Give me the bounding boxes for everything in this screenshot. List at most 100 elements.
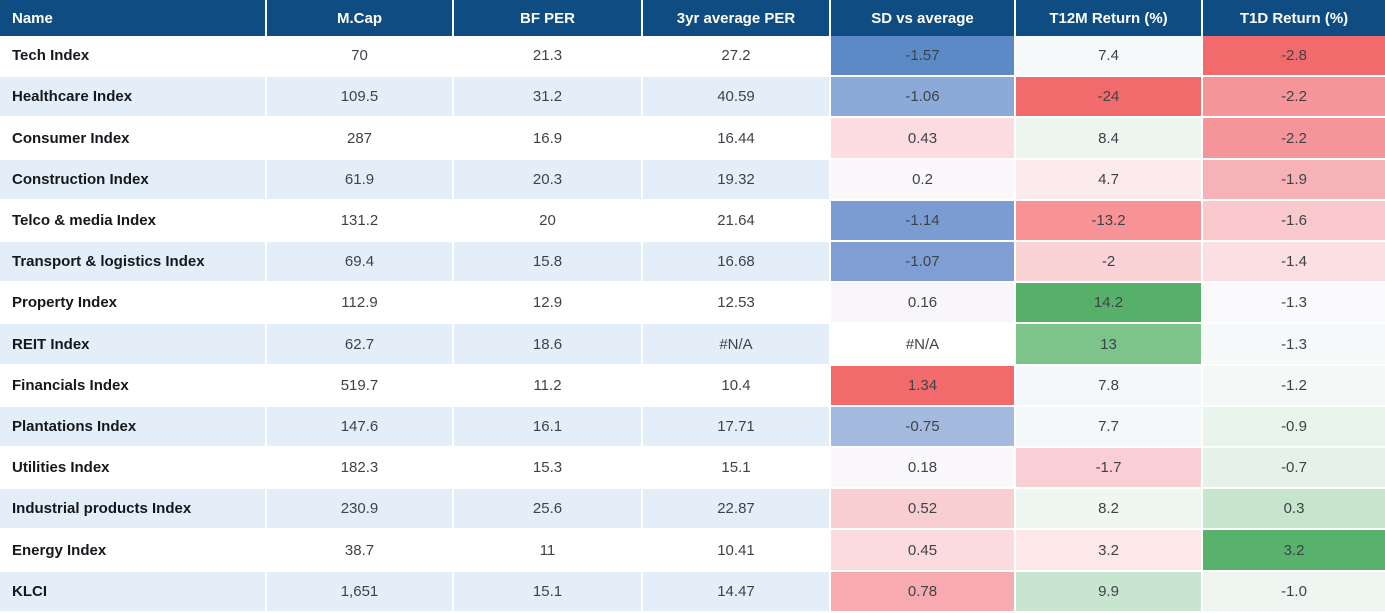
cell-t1d-return: 0.3 [1201,489,1385,531]
header-row: Name M.Cap BF PER 3yr average PER SD vs aver… [0,0,1385,36]
cell-3yr-average-per: 22.87 [641,489,829,531]
cell-t12m-return: 4.7 [1014,159,1201,201]
cell-t1d-return: 3.2 [1201,530,1385,572]
cell-m-cap: 287 [265,118,452,160]
cell-3yr-average-per: 10.41 [641,530,829,572]
row-name: Construction Index [0,159,265,201]
cell-m-cap: 109.5 [265,77,452,119]
row-name: Healthcare Index [0,77,265,119]
cell-t1d-return: -1.4 [1201,242,1385,284]
cell-m-cap: 182.3 [265,448,452,490]
cell-bf-per: 25.6 [452,489,641,531]
cell-3yr-average-per: 14.47 [641,571,829,613]
cell-m-cap: 62.7 [265,324,452,366]
cell-bf-per: 11 [452,530,641,572]
cell-sd-vs-average: 0.2 [829,159,1014,201]
cell-sd-vs-average: 0.78 [829,571,1014,613]
cell-m-cap: 1,651 [265,571,452,613]
table-row: Telco & media Index 131.2 20 21.64 -1.14 -13.… [0,200,1385,243]
row-name: Industrial products Index [0,489,265,531]
row-name: Telco & media Index [0,200,265,243]
table-header: Name M.Cap BF PER 3yr average PER SD vs aver… [0,0,1385,36]
cell-t1d-return: -2.2 [1201,118,1385,160]
column-header-name: Name [0,0,265,36]
cell-t1d-return: -0.7 [1201,448,1385,490]
row-name: Tech Index [0,36,265,78]
cell-t1d-return: -2.2 [1201,77,1385,119]
table-row: Transport & logistics Index 69.4 15.8 16.68… [0,242,1385,284]
cell-bf-per: 18.6 [452,324,641,366]
cell-sd-vs-average: -1.57 [829,36,1014,78]
cell-t12m-return: -24 [1014,77,1201,119]
table-row: Plantations Index 147.6 16.1 17.71 -0.75 7.7-… [0,406,1385,449]
column-header-3yr-average-per: 3yr average PER [641,0,829,36]
table-row: Industrial products Index 230.9 25.6 22.87 0… [0,489,1385,531]
row-name: Energy Index [0,530,265,572]
column-header-t1d-return: T1D Return (%) [1201,0,1385,36]
cell-m-cap: 131.2 [265,200,452,243]
cell-bf-per: 11.2 [452,365,641,407]
cell-m-cap: 70 [265,36,452,78]
cell-m-cap: 147.6 [265,406,452,449]
cell-t1d-return: -1.6 [1201,200,1385,243]
table-row: Energy Index 38.7 11 10.41 0.45 3.2 3.2 [0,530,1385,572]
cell-3yr-average-per: 10.4 [641,365,829,407]
cell-3yr-average-per: 40.59 [641,77,829,119]
cell-sd-vs-average: -1.14 [829,200,1014,243]
cell-bf-per: 15.3 [452,448,641,490]
cell-t12m-return: 13 [1014,324,1201,366]
cell-3yr-average-per: 15.1 [641,448,829,490]
column-header-sd-vs-average: SD vs average [829,0,1014,36]
table-row: Healthcare Index 109.5 31.2 40.59 -1.06 -24 -2… [0,77,1385,119]
cell-bf-per: 31.2 [452,77,641,119]
cell-t12m-return: 7.8 [1014,365,1201,407]
row-name: Property Index [0,283,265,325]
row-name: Financials Index [0,365,265,407]
table-row: Construction Index 61.9 20.3 19.32 0.2 4.7 -1.… [0,159,1385,201]
table-row: Utilities Index 182.3 15.3 15.1 0.18 -1.7 -0.7 [0,448,1385,490]
cell-bf-per: 20.3 [452,159,641,201]
cell-bf-per: 16.9 [452,118,641,160]
cell-3yr-average-per: 16.44 [641,118,829,160]
column-header-m-cap: M.Cap [265,0,452,36]
cell-bf-per: 20 [452,200,641,243]
cell-3yr-average-per: 19.32 [641,159,829,201]
cell-m-cap: 519.7 [265,365,452,407]
cell-t12m-return: 8.2 [1014,489,1201,531]
cell-sd-vs-average: 0.43 [829,118,1014,160]
cell-sd-vs-average: 0.45 [829,530,1014,572]
cell-m-cap: 69.4 [265,242,452,284]
cell-bf-per: 21.3 [452,36,641,78]
cell-3yr-average-per: 27.2 [641,36,829,78]
cell-bf-per: 12.9 [452,283,641,325]
cell-t12m-return: 9.9 [1014,571,1201,613]
row-name: Plantations Index [0,406,265,449]
row-name: Utilities Index [0,448,265,490]
cell-t12m-return: 7.7 [1014,406,1201,449]
cell-3yr-average-per: 16.68 [641,242,829,284]
cell-t1d-return: -1.3 [1201,324,1385,366]
cell-sd-vs-average: -1.07 [829,242,1014,284]
cell-t1d-return: -2.8 [1201,36,1385,78]
cell-t12m-return: 7.4 [1014,36,1201,78]
cell-sd-vs-average: -0.75 [829,406,1014,449]
cell-t1d-return: -1.9 [1201,159,1385,201]
cell-t1d-return: -1.0 [1201,571,1385,613]
table-row: REIT Index 62.7 18.6 #N/A #N/A 13 -1.3 [0,324,1385,366]
table-row: Consumer Index 287 16.9 16.44 0.43 8.4 -2.2 [0,118,1385,160]
cell-t12m-return: -1.7 [1014,448,1201,490]
cell-bf-per: 16.1 [452,406,641,449]
cell-bf-per: 15.8 [452,242,641,284]
row-name: Consumer Index [0,118,265,160]
cell-3yr-average-per: 21.64 [641,200,829,243]
cell-m-cap: 230.9 [265,489,452,531]
cell-sd-vs-average: 0.16 [829,283,1014,325]
cell-t1d-return: -0.9 [1201,406,1385,449]
cell-t12m-return: 3.2 [1014,530,1201,572]
table-body: Tech Index 70 21.3 27.2 -1.57 7.4 -2.8 Healthca… [0,36,1385,613]
cell-bf-per: 15.1 [452,571,641,613]
table-row: KLCI 1,651 15.1 14.47 0.78 9.9 -1.0 [0,571,1385,613]
cell-3yr-average-per: #N/A [641,324,829,366]
cell-sd-vs-average: -1.06 [829,77,1014,119]
